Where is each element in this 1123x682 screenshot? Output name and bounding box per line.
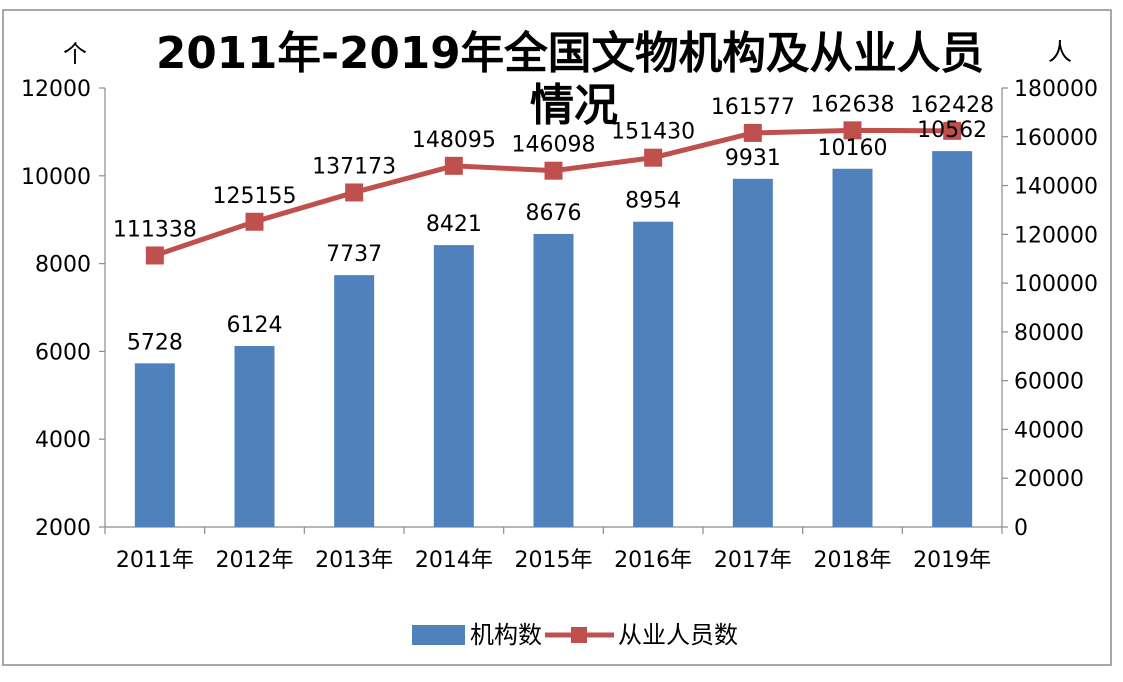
bar-data-label: 10562 — [917, 118, 987, 143]
left-axis-unit: 个 — [63, 40, 87, 68]
bar — [533, 233, 574, 528]
chart-title-line1: 2011年-2019年全国文物机构及从业人员 — [156, 28, 984, 79]
x-tick-label: 2012年 — [216, 548, 294, 573]
line-data-label: 162428 — [910, 93, 994, 118]
bar-data-label: 8954 — [625, 189, 681, 214]
chart-title-line2: 情况 — [530, 80, 618, 131]
x-tick-label: 2015年 — [515, 548, 593, 573]
x-tick-label: 2018年 — [814, 548, 892, 573]
left-tick-label: 12000 — [21, 77, 91, 102]
bar — [932, 151, 973, 527]
line-marker — [843, 121, 862, 140]
right-tick-label: 140000 — [1014, 175, 1098, 200]
tick-labels-layer: 2000400060008000100001200002000040000600… — [21, 77, 1098, 573]
bar-data-label: 8676 — [526, 201, 582, 226]
x-tick-label: 2011年 — [116, 548, 194, 573]
line-data-label: 148095 — [412, 128, 496, 153]
line-marker — [345, 183, 364, 202]
bar — [334, 275, 375, 527]
bar — [633, 221, 674, 527]
left-tick-label: 2000 — [35, 516, 91, 541]
line-marker — [743, 123, 762, 142]
legend-swatch-marker — [571, 627, 587, 643]
bar-data-label: 8421 — [426, 212, 482, 237]
x-tick-label: 2013年 — [315, 548, 393, 573]
left-tick-label: 10000 — [21, 165, 91, 190]
right-tick-label: 20000 — [1014, 467, 1084, 492]
line-data-label: 151430 — [611, 120, 695, 145]
legend-swatch-bar — [412, 625, 465, 645]
legend-label-bar: 机构数 — [470, 621, 542, 649]
bar-data-label: 6124 — [227, 313, 283, 338]
line-marker — [943, 121, 962, 140]
line-layer — [145, 121, 962, 265]
bar-data-label: 5728 — [127, 330, 183, 355]
line-data-label: 146098 — [512, 133, 596, 158]
bar — [732, 178, 773, 527]
left-tick-label: 4000 — [35, 428, 91, 453]
bar — [832, 168, 873, 527]
line-data-label: 111338 — [113, 217, 197, 242]
right-tick-label: 100000 — [1014, 272, 1098, 297]
x-tick-label: 2017年 — [714, 548, 792, 573]
line-data-label: 137173 — [312, 154, 396, 179]
bar — [234, 345, 275, 527]
line-data-label: 162638 — [811, 92, 895, 117]
line-marker — [444, 156, 463, 175]
right-tick-label: 0 — [1014, 516, 1028, 541]
line-marker — [145, 246, 164, 265]
right-tick-label: 160000 — [1014, 126, 1098, 151]
bar-data-label: 9931 — [725, 146, 781, 171]
line-data-label: 161577 — [711, 95, 795, 120]
data-labels-layer: 5728 6124 7737 8421 8676 8954 9931 10160 10562 11… — [113, 92, 994, 355]
line-marker — [544, 161, 563, 180]
bar-data-label: 10160 — [818, 136, 888, 161]
bar — [134, 363, 175, 527]
line-marker — [644, 148, 663, 167]
right-tick-label: 40000 — [1014, 418, 1084, 443]
right-tick-label: 180000 — [1014, 77, 1098, 102]
bar — [433, 245, 474, 527]
right-axis-unit: 人 — [1048, 38, 1072, 66]
legend-label-line: 从业人员数 — [618, 621, 738, 649]
right-tick-label: 60000 — [1014, 370, 1084, 395]
right-tick-label: 80000 — [1014, 321, 1084, 346]
line-marker — [245, 212, 264, 231]
left-tick-label: 6000 — [35, 340, 91, 365]
x-tick-label: 2014年 — [415, 548, 493, 573]
legend: 机构数 从业人员数 — [412, 621, 738, 649]
left-tick-label: 8000 — [35, 253, 91, 278]
line-data-label: 125155 — [213, 184, 297, 209]
right-tick-label: 120000 — [1014, 223, 1098, 248]
x-tick-label: 2016年 — [614, 548, 692, 573]
bar-data-label: 7737 — [326, 242, 382, 267]
x-tick-label: 2019年 — [913, 548, 991, 573]
bars-layer — [134, 151, 973, 528]
